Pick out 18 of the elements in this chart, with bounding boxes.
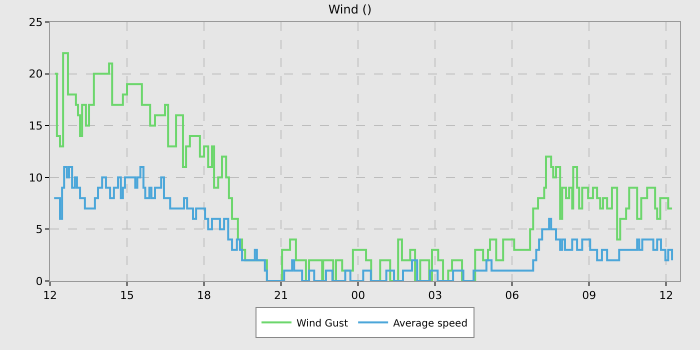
- x-tick-label: 03: [428, 289, 442, 302]
- y-tick-label: 15: [28, 119, 43, 132]
- y-tick-label: 10: [28, 171, 43, 184]
- y-tick-label: 25: [28, 16, 43, 29]
- x-tick-label: 21: [274, 289, 288, 302]
- x-tick-label: 12: [659, 289, 674, 302]
- x-tick-label: 15: [120, 289, 134, 302]
- legend-label: Wind Gust: [296, 318, 348, 330]
- y-tick-label: 5: [36, 223, 43, 236]
- legend-label: Average speed: [393, 318, 468, 330]
- x-tick-label: 18: [197, 289, 212, 302]
- chart-title: Wind (): [328, 2, 372, 17]
- x-tick-label: 12: [43, 289, 57, 302]
- y-tick-label: 20: [28, 68, 43, 81]
- x-tick-label: 09: [582, 289, 596, 302]
- y-tick-label: 0: [36, 274, 43, 288]
- x-tick-label: 00: [351, 289, 366, 302]
- x-tick-label: 06: [505, 289, 520, 302]
